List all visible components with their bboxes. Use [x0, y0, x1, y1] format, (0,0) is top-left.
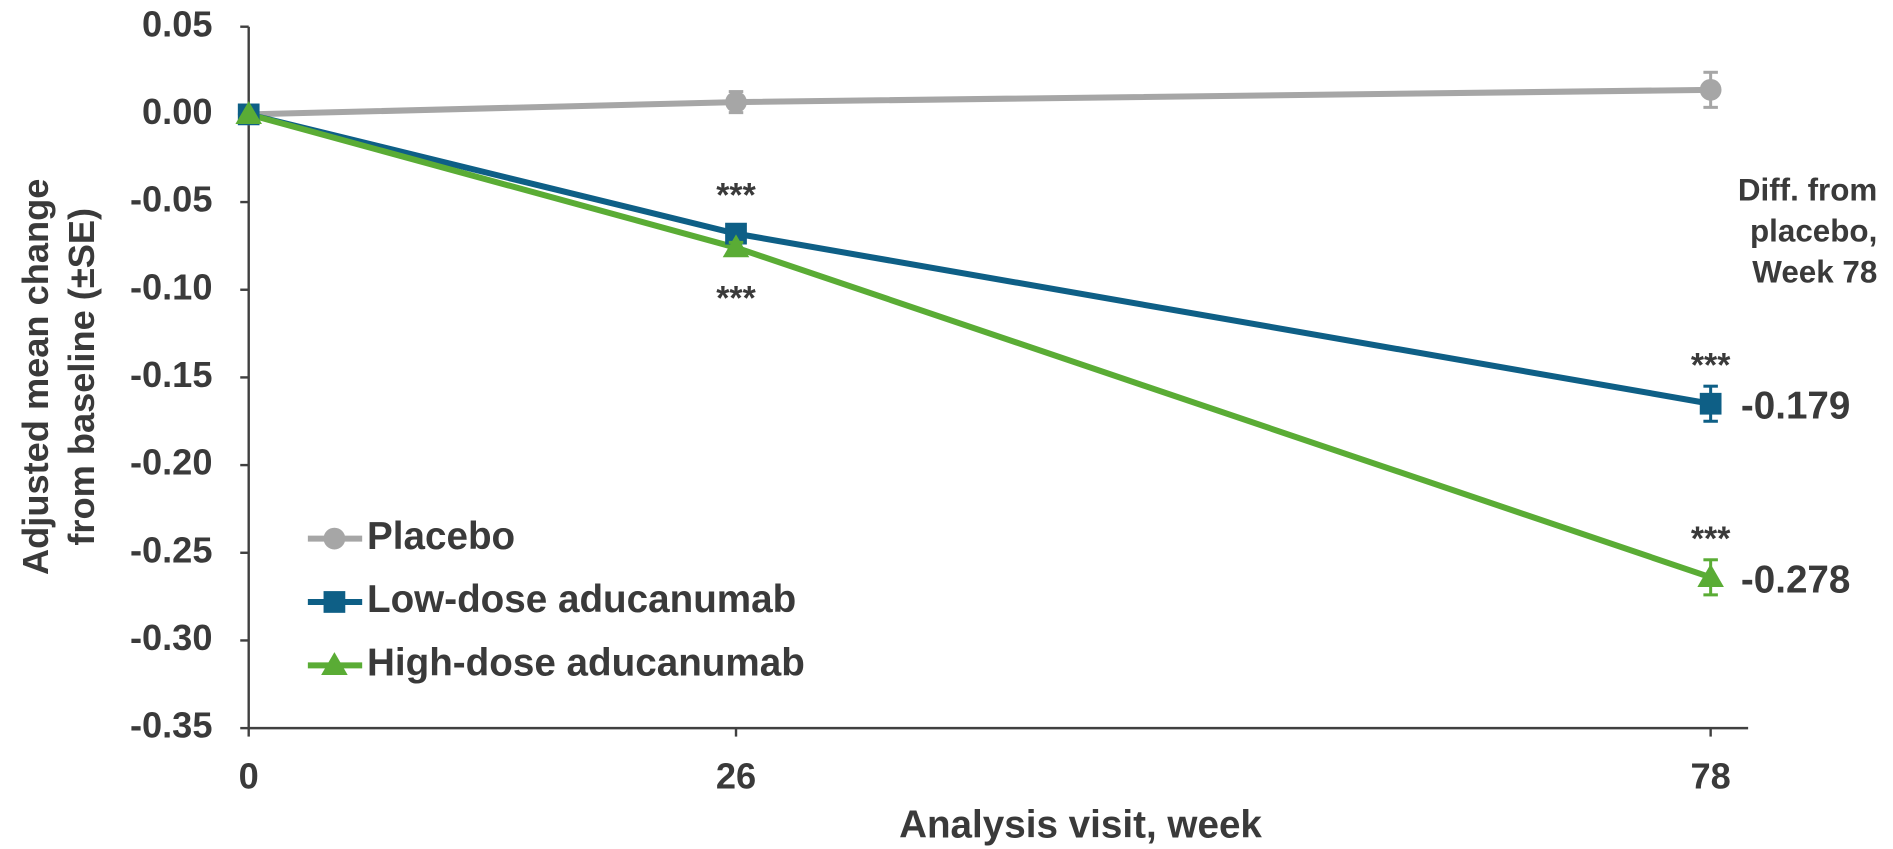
series-line [248, 86, 1711, 118]
y-tick-label: -0.20 [130, 442, 213, 483]
legend-marker [323, 527, 346, 550]
annotation: Week 78 [1752, 254, 1877, 289]
legend-label: Low-dose aducanumab [367, 578, 796, 621]
x-tick-label: 26 [716, 755, 756, 796]
significance-label: *** [716, 280, 756, 318]
y-tick-label: -0.05 [130, 179, 213, 220]
legend-label: High-dose aducanumab [367, 642, 805, 685]
x-axis-title: Analysis visit, week [899, 803, 1262, 846]
legend-label: Placebo [367, 515, 515, 558]
series-line [247, 111, 1712, 581]
data-point [1699, 78, 1722, 101]
legend-marker [321, 652, 348, 676]
y-tick-label: -0.10 [130, 266, 213, 307]
significance-label: *** [1691, 520, 1731, 558]
y-tick-label: -0.30 [130, 617, 213, 658]
data-point [722, 234, 750, 258]
data-point [725, 91, 747, 113]
annotation: placebo, [1750, 213, 1877, 248]
data-point [235, 101, 262, 125]
y-tick-label: 0.00 [142, 91, 212, 132]
x-tick-label: 78 [1691, 755, 1731, 796]
y-tick-label: 0.05 [142, 3, 212, 44]
data-point [725, 222, 747, 245]
difference-label: -0.179 [1741, 385, 1851, 428]
difference-label: -0.278 [1741, 558, 1851, 601]
data-point [1697, 564, 1724, 587]
y-axis-title: Adjusted mean change [15, 179, 56, 575]
y-axis-title: from baseline (±SE) [61, 208, 102, 546]
legend: Placebo Low-dose aducanumab High-dose aduc… [307, 515, 805, 685]
series-line [247, 111, 1712, 407]
significance-label: *** [1691, 346, 1731, 384]
legend-marker [323, 591, 346, 613]
significance-label: *** [716, 176, 756, 214]
y-tick-label: -0.25 [130, 529, 213, 570]
y-tick-label: -0.35 [130, 705, 213, 746]
data-point [1699, 392, 1722, 415]
x-tick-label: 0 [239, 755, 259, 796]
annotation: Diff. from [1738, 172, 1877, 207]
y-tick-label: -0.15 [130, 354, 213, 395]
